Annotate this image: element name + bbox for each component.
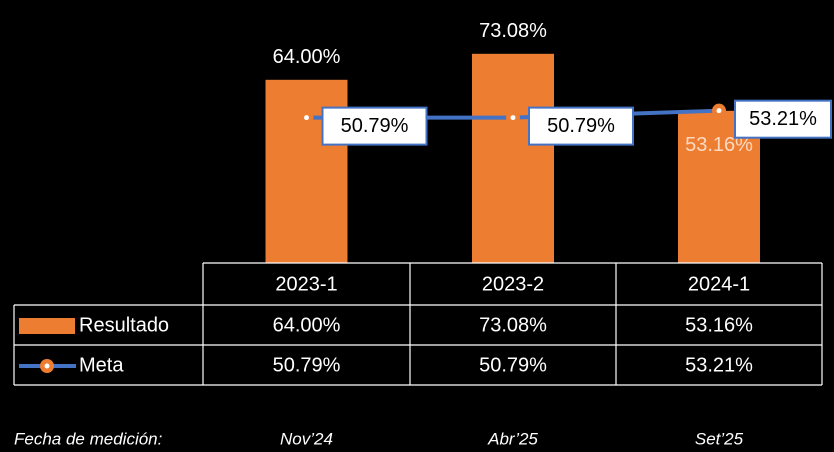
bar — [472, 53, 554, 263]
legend-label: Meta — [79, 354, 124, 376]
legend-label: Resultado — [79, 314, 169, 336]
meta-label-box — [321, 106, 428, 146]
meta-label-box — [734, 99, 832, 139]
table-value: 64.00% — [273, 314, 341, 336]
table-value: 73.08% — [479, 314, 547, 336]
meta-label-box — [528, 106, 634, 146]
legend-marker-center — [44, 363, 50, 369]
meta-marker-center — [716, 108, 722, 114]
legend-swatch — [19, 318, 75, 334]
footer-date: Abr’25 — [487, 429, 538, 448]
meta-label: 50.79% — [547, 115, 615, 137]
meta-marker-center — [304, 115, 309, 121]
table-value: 53.16% — [685, 314, 753, 336]
footer-date: Nov’24 — [280, 429, 333, 448]
meta-label: 50.79% — [341, 115, 409, 137]
bar-label: 53.16% — [685, 134, 753, 156]
category-label: 2023-1 — [275, 273, 337, 295]
footer-label: Fecha de medición: — [14, 429, 163, 448]
table-value: 50.79% — [479, 354, 547, 376]
footer-date: Set’25 — [695, 429, 744, 448]
bar-label: 73.08% — [479, 20, 547, 42]
meta-label: 53.21% — [749, 108, 817, 130]
meta-marker-center — [510, 115, 516, 121]
table-value: 53.21% — [685, 354, 753, 376]
category-label: 2023-2 — [482, 273, 544, 295]
table-value: 50.79% — [273, 354, 341, 376]
category-label: 2024-1 — [688, 273, 750, 295]
bar-label: 64.00% — [273, 46, 341, 68]
